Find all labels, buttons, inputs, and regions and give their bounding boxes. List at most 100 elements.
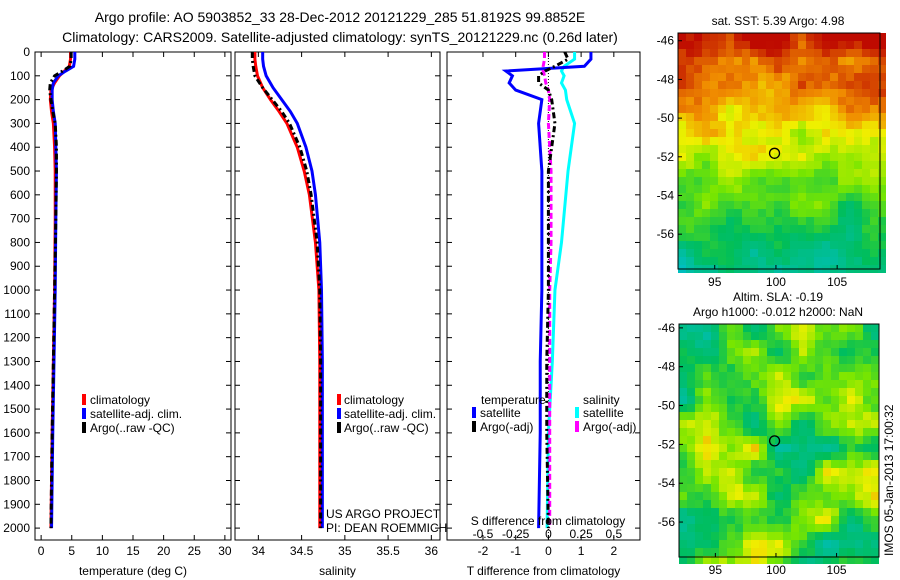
sst-map-cell [694,97,702,105]
sst-map-cell [774,49,782,57]
sla-map-cell [679,364,687,372]
sst-map-cell [678,81,686,89]
sla-map-cell [799,332,807,340]
sla-map-cell [767,364,775,372]
sla-map-cell [823,452,831,460]
sst-map-cell [798,105,806,113]
sst-map-cell [726,217,734,225]
sla-map-cell [807,444,815,452]
sst-map-cell [838,177,846,185]
sla-map-cell [775,404,783,412]
sla-map-cell [759,484,767,492]
sst-map-cell [702,241,710,249]
sst-map-cell [702,209,710,217]
sst-map-cell [734,41,742,49]
sla-map-cell [679,476,687,484]
sla-map-cell [735,404,743,412]
sla-map-cell [871,356,879,364]
sla-map-cell [831,508,839,516]
sst-map-cell [742,217,750,225]
sla-map-cell [695,420,703,428]
sla-map-cell [807,428,815,436]
sla-map-cell [855,340,863,348]
sst-map-cell [798,41,806,49]
sst-map-cell [830,129,838,137]
sst-map-cell [814,145,822,153]
sla-map-cell [719,492,727,500]
sla-map-cell [807,532,815,540]
depth-tick-label: 1400 [3,378,30,392]
sla-map-cell [863,460,871,468]
s-xtick-label: -0.25 [502,527,530,541]
sla-map-cell [751,332,759,340]
sla-map-cell [783,348,791,356]
sla-map-cell [695,340,703,348]
sst-map-cell [718,169,726,177]
sst-map-cell [718,177,726,185]
salinity-line-2 [250,52,323,529]
sla-map-cell [799,444,807,452]
sla-map-cell [711,492,719,500]
sst-map-cell [766,49,774,57]
sla-map-cell [871,468,879,476]
sst-map-cell [710,209,718,217]
sst-map-cell [686,153,694,161]
sst-map-cell [686,233,694,241]
sst-map-cell [694,161,702,169]
depth-tick-label: 1100 [4,307,30,321]
sst-map-cell [814,73,822,81]
sla-map-cell [679,380,687,388]
sst-map-ytick-label: -56 [657,227,675,241]
sst-map-cell [790,65,798,73]
sla-map-cell [703,500,711,508]
sla-map-cell [799,492,807,500]
sla-map-cell [863,412,871,420]
sla-map-cell [735,428,743,436]
sla-map-cell [759,380,767,388]
sst-map-xtick-label: 105 [827,275,847,289]
sst-map-cell [838,113,846,121]
sla-map-cell [711,476,719,484]
sst-map-cell [710,113,718,121]
sla-map-cell [719,460,727,468]
sst-map-cell [710,65,718,73]
sla-map-cell [743,524,751,532]
sst-map-cell [862,97,870,105]
sla-map-cell [783,468,791,476]
sla-map-cell [687,428,695,436]
sla-map-cell [855,412,863,420]
sla-map-cell [839,500,847,508]
sst-map-cell [742,57,750,65]
sst-map-cell [726,185,734,193]
sst-map-cell [718,145,726,153]
sst-map-cell [742,81,750,89]
sst-map-cell [694,121,702,129]
sst-map-cell [734,105,742,113]
sst-map-cell [710,217,718,225]
sla-map-cell [823,324,831,332]
sst-map-cell [766,65,774,73]
sst-map-cell [838,161,846,169]
sla-map-cell [767,468,775,476]
sst-map-cell [678,33,686,41]
sla-map-cell [871,492,879,500]
sst-map-cell [766,249,774,257]
sst-map-cell [678,193,686,201]
sla-map-cell [831,468,839,476]
sla-map-cell [743,412,751,420]
sla-map-cell [839,428,847,436]
sla-map-cell [727,460,735,468]
sst-map-cell [870,105,878,113]
sst-map-cell [862,145,870,153]
sla-map-cell [807,468,815,476]
sst-map-cell [766,89,774,97]
sla-map-cell [855,468,863,476]
sst-map-cell [702,89,710,97]
sla-map-cell [735,556,743,564]
sla-map-cell [863,388,871,396]
sst-map-cell [846,201,854,209]
sla-map-cell [751,540,759,548]
sst-map-cell [678,113,686,121]
sst-map-cell [830,233,838,241]
sla-map-cell [679,492,687,500]
